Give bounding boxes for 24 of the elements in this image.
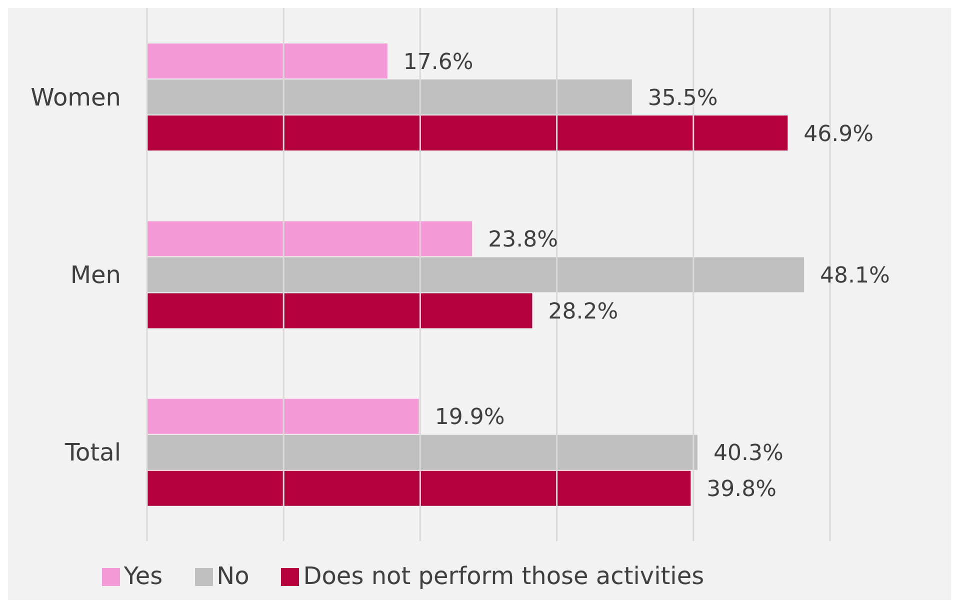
bar: [147, 44, 388, 79]
data-label: 19.9%: [434, 405, 505, 430]
y-tick-label: Women: [30, 83, 121, 112]
legend-label: Does not perform those activities: [303, 562, 704, 590]
y-tick-label: Total: [64, 438, 121, 467]
data-label: 48.1%: [820, 264, 890, 289]
data-label: 46.9%: [804, 122, 874, 147]
data-label: 17.6%: [403, 50, 474, 75]
data-label: 35.5%: [648, 86, 718, 111]
legend-label: No: [216, 562, 250, 590]
legend-label: Yes: [124, 562, 163, 590]
bar: [147, 398, 419, 434]
data-label: 23.8%: [488, 228, 558, 253]
bar: [147, 470, 691, 506]
y-tick-label: Men: [70, 261, 121, 290]
data-label: 39.8%: [706, 477, 777, 502]
bar: [147, 116, 788, 151]
bar: [147, 80, 632, 115]
bar: [147, 293, 532, 328]
data-label: 28.2%: [548, 300, 618, 325]
data-label: 40.3%: [714, 441, 784, 466]
bar: [147, 221, 472, 256]
bar: [147, 257, 804, 292]
bar: [147, 434, 698, 470]
